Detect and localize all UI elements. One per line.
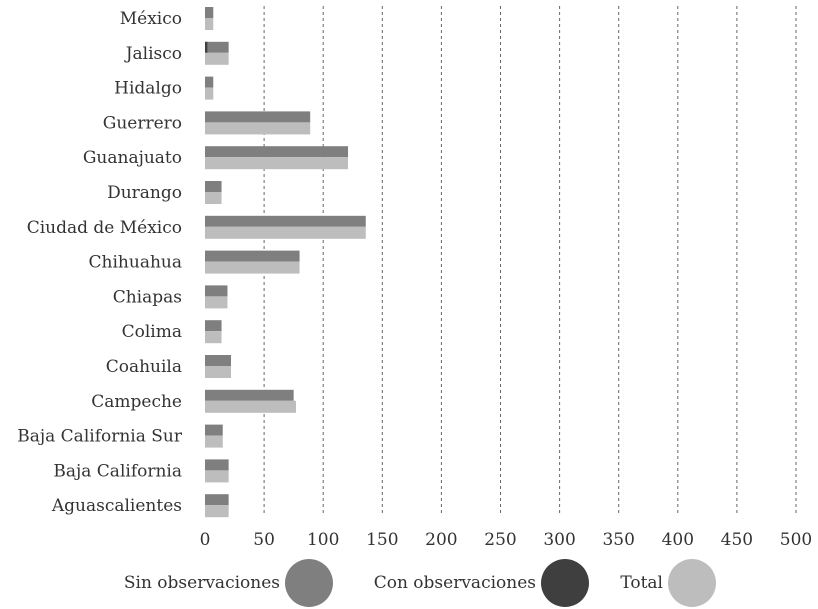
category-label: Aguascalientes <box>51 496 182 516</box>
category-label: México <box>120 9 182 29</box>
category-label: Coahuila <box>106 357 182 377</box>
category-label: Colima <box>122 322 182 342</box>
bar-total <box>205 435 223 448</box>
x-tick-label-100: 100 <box>307 530 339 550</box>
x-tick-label-50: 50 <box>253 530 275 550</box>
legend-swatch-con-observaciones <box>541 559 589 607</box>
bar-total <box>205 18 214 30</box>
bar-total <box>205 192 222 204</box>
category-label: Campeche <box>91 392 182 412</box>
category-label: Baja California <box>53 461 182 481</box>
bar-con-observaciones <box>205 41 208 53</box>
bar-sin-observaciones <box>205 41 229 53</box>
category-label: Guanajuato <box>83 148 182 168</box>
category-label: Jalisco <box>124 44 182 64</box>
bar-sin-observaciones <box>205 76 214 88</box>
x-tick-label-500: 500 <box>780 530 812 550</box>
bar-total <box>205 505 229 518</box>
legend-label-con-observaciones: Con observaciones <box>374 573 536 593</box>
bar-sin-observaciones <box>205 285 228 297</box>
x-tick-label-0: 0 <box>200 530 211 550</box>
category-label: Guerrero <box>103 113 182 133</box>
bar-sin-observaciones <box>205 494 229 506</box>
x-tick-label-450: 450 <box>721 530 753 550</box>
bar-sin-observaciones <box>205 7 214 18</box>
x-tick-label-200: 200 <box>425 530 457 550</box>
bar-total <box>205 122 311 135</box>
bar-total <box>205 400 297 413</box>
category-label: Baja California Sur <box>17 427 183 447</box>
bar-total <box>205 226 366 239</box>
bar-total <box>205 52 229 65</box>
x-axis-ticks: 0 50 100 150 200 250 300 350 400 450 500 <box>200 530 813 550</box>
legend: Sin observaciones Con observaciones Total <box>124 559 716 607</box>
x-tick-label-300: 300 <box>543 530 575 550</box>
bar-sin-observaciones <box>205 181 222 192</box>
bar-sin-observaciones <box>205 146 349 158</box>
bar-total <box>205 157 349 170</box>
legend-swatch-sin-observaciones <box>285 559 333 607</box>
legend-label-sin-observaciones: Sin observaciones <box>124 573 280 593</box>
bar-sin-observaciones <box>205 250 300 262</box>
category-label: Chiapas <box>113 287 182 307</box>
x-tick-label-250: 250 <box>484 530 516 550</box>
bar-total <box>205 331 222 344</box>
bar-total <box>205 261 300 274</box>
category-label: Hidalgo <box>114 79 182 99</box>
bar-sin-observaciones <box>205 111 311 123</box>
bar-total <box>205 470 229 483</box>
category-label: Ciudad de México <box>27 218 182 238</box>
bar-sin-observaciones <box>205 215 366 227</box>
gridlines <box>263 6 797 516</box>
legend-swatch-total <box>668 559 716 607</box>
x-tick-label-150: 150 <box>366 530 398 550</box>
category-labels: México Jalisco Hidalgo Guerrero Guanajuato Du… <box>17 9 183 516</box>
bar-sin-observaciones <box>205 424 223 436</box>
legend-label-total: Total <box>620 573 663 593</box>
bar-sin-observaciones <box>205 389 294 401</box>
bar-sin-observaciones <box>205 459 229 471</box>
bar-total <box>205 87 214 100</box>
bar-total <box>205 366 232 378</box>
category-label: Durango <box>107 183 182 203</box>
category-label: Chihuahua <box>89 253 182 273</box>
bar-sin-observaciones <box>205 355 232 366</box>
x-tick-label-400: 400 <box>662 530 694 550</box>
bar-sin-observaciones <box>205 320 222 332</box>
x-tick-label-350: 350 <box>602 530 634 550</box>
bars <box>205 7 366 518</box>
bar-total <box>205 296 228 309</box>
